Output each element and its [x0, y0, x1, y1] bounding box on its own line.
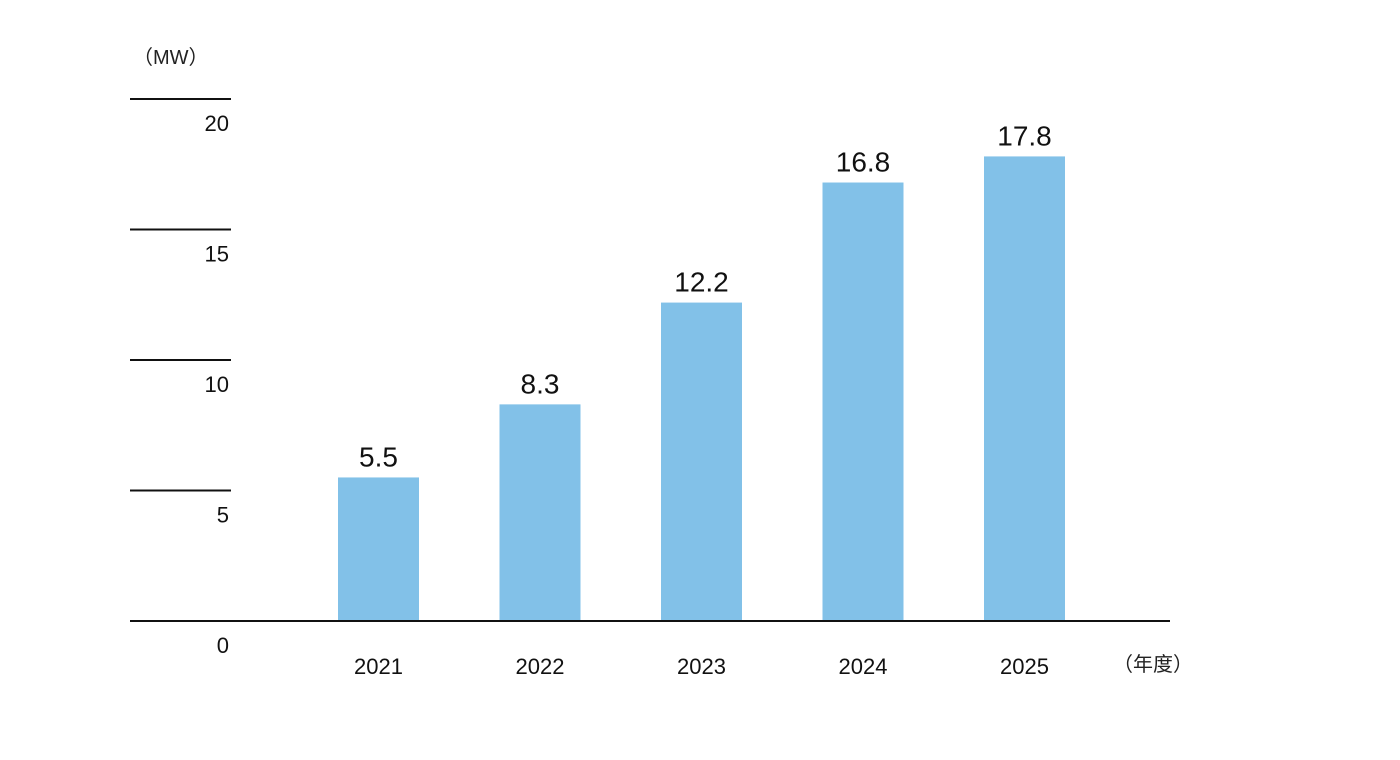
- bar-2025: [984, 156, 1065, 622]
- category-label-2021: 2021: [354, 654, 403, 679]
- y-tick-label-0: 0: [217, 633, 229, 658]
- x-axis-unit-label: （年度）: [1113, 653, 1193, 676]
- y-axis-unit-label: （MW）: [133, 46, 209, 69]
- bar-2023: [661, 302, 742, 621]
- y-tick-label-15: 15: [205, 242, 229, 267]
- bars: 5.5 8.3 12.2 16.8 17.8: [338, 120, 1065, 622]
- value-label-2022: 8.3: [521, 368, 560, 399]
- value-label-2021: 5.5: [359, 441, 398, 472]
- value-label-2025: 17.8: [997, 120, 1052, 151]
- category-label-2023: 2023: [677, 654, 726, 679]
- category-label-2024: 2024: [839, 654, 888, 679]
- x-axis-categories: 2021 2022 2023 2024 2025: [354, 654, 1049, 679]
- y-tick-label-10: 10: [205, 372, 229, 397]
- bar-2024: [822, 182, 904, 621]
- value-label-2023: 12.2: [674, 267, 729, 298]
- y-tick-label-20: 20: [205, 111, 229, 136]
- category-label-2022: 2022: [516, 654, 565, 679]
- y-axis-ticks: 0 5 10 15 20: [130, 98, 231, 658]
- bar-2021: [338, 477, 419, 621]
- bar-2022: [499, 404, 581, 621]
- y-tick-label-5: 5: [217, 503, 229, 528]
- value-label-2024: 16.8: [836, 147, 891, 178]
- category-label-2025: 2025: [1000, 654, 1049, 679]
